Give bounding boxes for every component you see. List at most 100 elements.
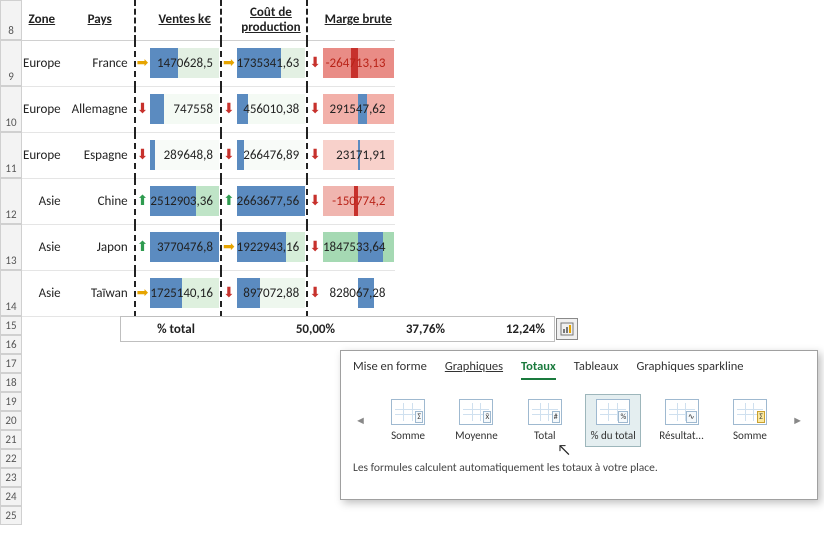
cell-marge[interactable]: 828067,28 — [322, 270, 395, 316]
ribbon-label: Somme — [391, 429, 425, 442]
panel-tabs: Mise en forme Graphiques Totaux Tableaux… — [353, 359, 805, 384]
ribbon-somme-col[interactable]: Σ Somme — [722, 395, 778, 446]
row-header[interactable]: 25 — [0, 506, 22, 525]
row-header[interactable]: 15 — [0, 316, 22, 335]
cell-marge[interactable]: -264713,13 — [322, 40, 395, 86]
up-arrow-icon: ⬆ — [137, 194, 149, 208]
totals-label: % total — [121, 322, 231, 337]
table-row[interactable]: AsieTaïwan➡1725140,16⬇897072,88⬇828067,2… — [22, 270, 395, 316]
cell-marge-icon: ⬇ — [307, 86, 322, 132]
cell-ventes-icon: ➡ — [135, 40, 150, 86]
row-header[interactable]: 16 — [0, 335, 22, 354]
totals-cout: 37,76% — [343, 322, 453, 337]
row-header[interactable]: 12 — [0, 178, 22, 224]
right-arrow-icon: ➡ — [223, 240, 235, 254]
ribbon-next[interactable]: ► — [790, 414, 805, 427]
down-arrow-icon: ⬇ — [137, 148, 149, 162]
tab-graphiques[interactable]: Graphiques — [445, 359, 503, 380]
row-header[interactable]: 21 — [0, 430, 22, 449]
row-header[interactable]: 14 — [0, 270, 22, 316]
header-pays: Pays — [71, 0, 135, 40]
table-row[interactable]: EuropeEspagne⬇289648,8⬇266476,89⬇23171,9… — [22, 132, 395, 178]
cell-pays[interactable]: Espagne — [71, 132, 135, 178]
row-header[interactable]: 11 — [0, 132, 22, 178]
quick-analysis-button[interactable] — [556, 318, 578, 340]
ribbon-total[interactable]: # Total — [517, 395, 573, 446]
row-headers: 8910111213141516171819202122232425 — [0, 0, 22, 525]
cell-ventes-icon: ➡ — [135, 270, 150, 316]
down-arrow-icon: ⬇ — [309, 148, 321, 162]
cell-cout[interactable]: 2663677,56 — [236, 178, 308, 224]
cell-pays[interactable]: Chine — [71, 178, 135, 224]
cell-cout[interactable]: 897072,88 — [236, 270, 308, 316]
cell-marge-icon: ⬇ — [307, 224, 322, 270]
cell-marge[interactable]: 23171,91 — [322, 132, 395, 178]
row-header[interactable]: 10 — [0, 86, 22, 132]
cell-zone[interactable]: Asie — [22, 270, 71, 316]
down-arrow-icon: ⬇ — [309, 194, 321, 208]
table-row[interactable]: EuropeFrance➡1470628,5➡1735341,63⬇-26471… — [22, 40, 395, 86]
resultat-icon: ∿ — [665, 399, 699, 425]
cell-cout-icon: ➡ — [221, 224, 236, 270]
cell-pays[interactable]: Allemagne — [71, 86, 135, 132]
table-row[interactable]: AsieJapon⬆3770476,8➡1922943,16⬇1847533,6… — [22, 224, 395, 270]
cell-pays[interactable]: Taïwan — [71, 270, 135, 316]
down-arrow-icon: ⬇ — [309, 102, 321, 116]
row-header[interactable]: 9 — [0, 40, 22, 86]
cell-zone[interactable]: Asie — [22, 224, 71, 270]
cell-ventes-icon: ⬇ — [135, 86, 150, 132]
row-header[interactable]: 22 — [0, 449, 22, 468]
row-header[interactable]: 18 — [0, 373, 22, 392]
row-header[interactable]: 23 — [0, 468, 22, 487]
cell-cout[interactable]: 1922943,16 — [236, 224, 308, 270]
table-row[interactable]: EuropeAllemagne⬇747558⬇456010,38⬇291547,… — [22, 86, 395, 132]
ribbon: ◄ Σ Somme x̄ Moyenne # Total % % du tota… — [353, 394, 805, 447]
tab-sparkline[interactable]: Graphiques sparkline — [636, 359, 743, 380]
tab-mise-en-forme[interactable]: Mise en forme — [353, 359, 427, 380]
up-arrow-icon: ⬆ — [137, 240, 149, 254]
header-spacer2 — [221, 0, 236, 40]
row-header[interactable]: 24 — [0, 487, 22, 506]
cell-cout-icon: ⬇ — [221, 132, 236, 178]
cell-ventes[interactable]: 289648,8 — [149, 132, 221, 178]
cell-zone[interactable]: Europe — [22, 86, 71, 132]
ribbon-prev[interactable]: ◄ — [353, 414, 368, 427]
cell-ventes-icon: ⬆ — [135, 224, 150, 270]
row-header[interactable]: 8 — [0, 0, 22, 40]
cell-pays[interactable]: France — [71, 40, 135, 86]
cell-zone[interactable]: Europe — [22, 40, 71, 86]
row-header[interactable]: 17 — [0, 354, 22, 373]
cell-cout-icon: ⬇ — [221, 270, 236, 316]
tab-totaux[interactable]: Totaux — [521, 359, 556, 380]
cell-marge[interactable]: 291547,62 — [322, 86, 395, 132]
cell-zone[interactable]: Europe — [22, 132, 71, 178]
ribbon-resultat[interactable]: ∿ Résultat... — [653, 395, 709, 446]
cell-ventes[interactable]: 1470628,5 — [149, 40, 221, 86]
cell-marge[interactable]: 1847533,64 — [322, 224, 395, 270]
grid: Zone Pays Ventes k€ Coût de production M… — [22, 0, 395, 317]
cell-marge-icon: ⬇ — [307, 132, 322, 178]
table-row[interactable]: AsieChine⬆2512903,36⬆2663677,56⬇-150774,… — [22, 178, 395, 224]
cell-marge[interactable]: -150774,2 — [322, 178, 395, 224]
ribbon-pct-total[interactable]: % % du total — [585, 394, 641, 447]
cell-ventes[interactable]: 1725140,16 — [149, 270, 221, 316]
cell-pays[interactable]: Japon — [71, 224, 135, 270]
cell-cout-icon: ➡ — [221, 40, 236, 86]
cell-cout[interactable]: 456010,38 — [236, 86, 308, 132]
ribbon-label: % du total — [591, 429, 636, 442]
cell-cout[interactable]: 266476,89 — [236, 132, 308, 178]
row-header[interactable]: 20 — [0, 411, 22, 430]
ribbon-somme[interactable]: Σ Somme — [380, 395, 436, 446]
ribbon-moyenne[interactable]: x̄ Moyenne — [448, 395, 504, 446]
tab-tableaux[interactable]: Tableaux — [574, 359, 619, 380]
row-header[interactable]: 13 — [0, 224, 22, 270]
cell-cout[interactable]: 1735341,63 — [236, 40, 308, 86]
cell-ventes[interactable]: 747558 — [149, 86, 221, 132]
somme2-icon: Σ — [733, 399, 767, 425]
cell-ventes[interactable]: 2512903,36 — [149, 178, 221, 224]
cell-ventes[interactable]: 3770476,8 — [149, 224, 221, 270]
cell-zone[interactable]: Asie — [22, 178, 71, 224]
moyenne-icon: x̄ — [459, 399, 493, 425]
cell-ventes-icon: ⬆ — [135, 178, 150, 224]
row-header[interactable]: 19 — [0, 392, 22, 411]
